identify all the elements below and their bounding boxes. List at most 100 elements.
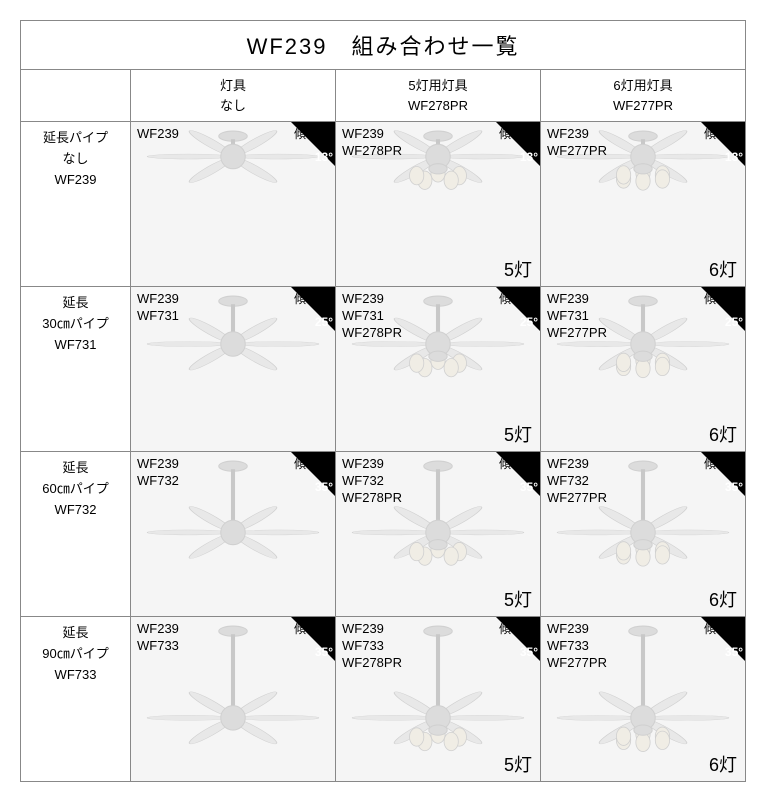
data-cell: WF239WF732WF277PR 傾35° 6灯 — [541, 452, 746, 617]
product-code: WF733 — [342, 638, 402, 655]
product-code: WF239 — [137, 291, 179, 308]
tilt-angle: 25° — [725, 315, 743, 329]
tilt-label: 傾 — [499, 125, 511, 142]
row-header-line: 90㎝パイプ — [27, 644, 124, 665]
table-title: WF239 組み合わせ一覧 — [21, 21, 746, 70]
tilt-label: 傾 — [704, 455, 716, 472]
product-code: WF239 — [342, 456, 402, 473]
product-codes: WF239WF731 — [137, 291, 179, 325]
product-code: WF239 — [547, 126, 607, 143]
row-header-line: 延長 — [27, 623, 124, 644]
tilt-label: 傾 — [499, 290, 511, 307]
tilt-label: 傾 — [294, 290, 306, 307]
tilt-badge: 傾35° — [701, 452, 745, 496]
tilt-badge: 傾35° — [701, 617, 745, 661]
product-code: WF239 — [547, 621, 607, 638]
product-codes: WF239WF732 — [137, 456, 179, 490]
tilt-badge: 傾 35° — [496, 452, 540, 496]
product-code: WF277PR — [547, 655, 607, 672]
tilt-label: 傾 — [294, 125, 306, 142]
data-cell: WF239WF733 傾35° — [131, 617, 336, 782]
row-header: 延長パイプなしWF239 — [21, 122, 131, 287]
tilt-angle: 35° — [315, 480, 333, 494]
tilt-badge: 傾 13° — [701, 122, 745, 166]
light-count-label: 6灯 — [709, 586, 737, 612]
light-count-label: 6灯 — [709, 256, 737, 282]
data-cell: WF239WF277PR 傾 13° 6灯 — [541, 122, 746, 287]
light-count-label: 5灯 — [504, 586, 532, 612]
data-cell: WF239WF732WF278PR 傾 35° 5灯 — [336, 452, 541, 617]
row-header-line: 延長 — [27, 293, 124, 314]
column-header-line1: 灯具 — [131, 76, 335, 96]
tilt-badge: 傾35° — [291, 617, 335, 661]
product-codes: WF239WF731WF277PR — [547, 291, 607, 342]
row-header: 延長90㎝パイプWF733 — [21, 617, 131, 782]
tilt-badge: 傾 13° — [496, 122, 540, 166]
column-header-line1: 5灯用灯具 — [336, 76, 540, 96]
product-codes: WF239WF733WF278PR — [342, 621, 402, 672]
data-cell: WF239WF731WF278PR 傾 25° 5灯 — [336, 287, 541, 452]
tilt-label: 傾 — [294, 620, 306, 637]
product-codes: WF239WF732WF277PR — [547, 456, 607, 507]
row-header-line: WF731 — [27, 335, 124, 356]
row-header-line: WF239 — [27, 170, 124, 191]
data-cell: WF239WF733WF277PR 傾35° 6灯 — [541, 617, 746, 782]
product-code: WF278PR — [342, 655, 402, 672]
data-cell: WF239WF733WF278PR 傾 35° 5灯 — [336, 617, 541, 782]
tilt-label: 傾 — [499, 620, 511, 637]
product-code: WF278PR — [342, 490, 402, 507]
tilt-angle: 13° — [315, 150, 333, 164]
product-code: WF239 — [137, 456, 179, 473]
row-header-line: 60㎝パイプ — [27, 479, 124, 500]
product-codes: WF239WF732WF278PR — [342, 456, 402, 507]
product-code: WF277PR — [547, 490, 607, 507]
product-code: WF239 — [342, 291, 402, 308]
row-header: 延長30㎝パイプWF731 — [21, 287, 131, 452]
row-header: 延長60㎝パイプWF732 — [21, 452, 131, 617]
column-header: 5灯用灯具WF278PR — [336, 70, 541, 122]
product-codes: WF239 — [137, 126, 179, 143]
tilt-angle: 25° — [520, 315, 538, 329]
light-count-label: 6灯 — [709, 421, 737, 447]
tilt-angle: 13° — [725, 150, 743, 164]
tilt-label: 傾 — [704, 125, 716, 142]
product-code: WF731 — [342, 308, 402, 325]
tilt-angle: 13° — [520, 150, 538, 164]
product-codes: WF239WF733 — [137, 621, 179, 655]
data-cell: WF239WF731WF277PR 傾25° 6灯 — [541, 287, 746, 452]
product-code: WF277PR — [547, 325, 607, 342]
light-count-label: 5灯 — [504, 751, 532, 777]
product-code: WF278PR — [342, 325, 402, 342]
product-codes: WF239WF731WF278PR — [342, 291, 402, 342]
tilt-angle: 35° — [520, 645, 538, 659]
tilt-badge: 傾 35° — [496, 617, 540, 661]
light-count-label: 5灯 — [504, 421, 532, 447]
column-header-line2: WF278PR — [336, 96, 540, 116]
row-header-line: 延長 — [27, 458, 124, 479]
product-codes: WF239WF277PR — [547, 126, 607, 160]
tilt-angle: 25° — [315, 315, 333, 329]
data-cell: WF239WF732 傾35° — [131, 452, 336, 617]
row-header-line: 延長パイプ — [27, 128, 124, 149]
tilt-label: 傾 — [499, 455, 511, 472]
product-code: WF732 — [342, 473, 402, 490]
tilt-badge: 傾 25° — [496, 287, 540, 331]
product-code: WF731 — [547, 308, 607, 325]
column-header-line2: なし — [131, 96, 335, 116]
product-codes: WF239WF733WF277PR — [547, 621, 607, 672]
product-code: WF239 — [137, 621, 179, 638]
row-header-line: 30㎝パイプ — [27, 314, 124, 335]
tilt-badge: 傾35° — [291, 452, 335, 496]
light-count-label: 6灯 — [709, 751, 737, 777]
tilt-angle: 35° — [520, 480, 538, 494]
product-code: WF732 — [547, 473, 607, 490]
tilt-angle: 35° — [725, 645, 743, 659]
product-code: WF239 — [547, 291, 607, 308]
tilt-badge: 傾 25° — [291, 287, 335, 331]
product-codes: WF239WF278PR — [342, 126, 402, 160]
data-cell: WF239WF731 傾 25° — [131, 287, 336, 452]
product-code: WF277PR — [547, 143, 607, 160]
column-header: 灯具なし — [131, 70, 336, 122]
tilt-badge: 傾25° — [701, 287, 745, 331]
row-header-line: WF733 — [27, 665, 124, 686]
